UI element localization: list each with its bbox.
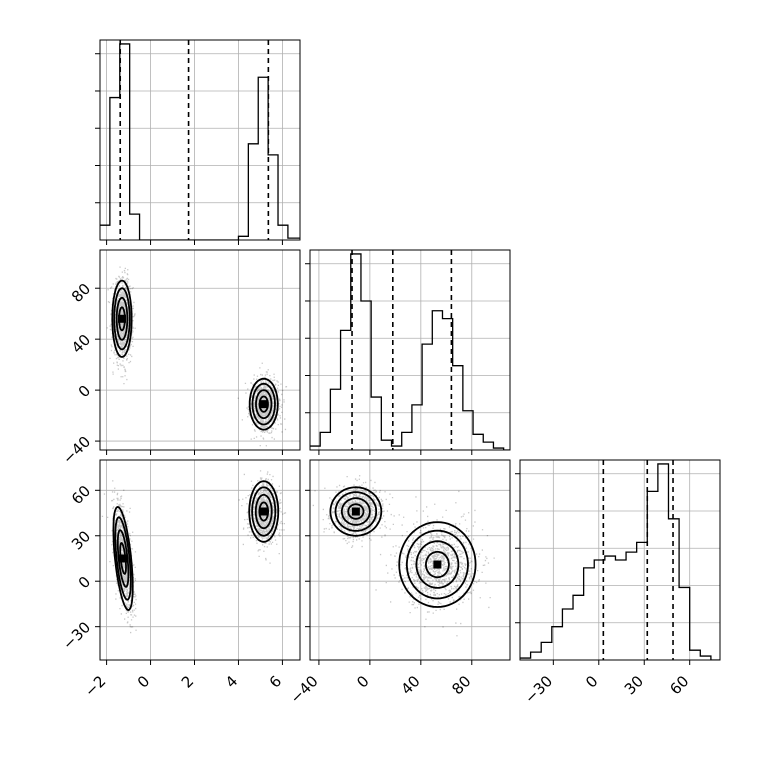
x-tick-label: 0 <box>353 672 372 691</box>
density-peak <box>259 400 268 409</box>
x-tick-label: 80 <box>448 672 474 698</box>
panel-grid <box>100 250 300 450</box>
scatter-panel-0-1 <box>99 249 301 451</box>
contour-1-0 <box>248 377 279 431</box>
panel-content <box>101 470 287 634</box>
panel-content <box>106 266 288 447</box>
density-peak <box>433 560 442 569</box>
contour-1-0 <box>398 521 477 608</box>
panel-grid <box>100 460 300 660</box>
panel-grid <box>310 460 510 660</box>
histogram-frame-1 <box>309 249 511 451</box>
y-tick-label: 40 <box>68 331 94 357</box>
contour-1-0 <box>248 480 280 543</box>
contour-0-2 <box>340 497 371 526</box>
contour-1-1 <box>251 486 277 537</box>
contour-1-2 <box>255 389 273 420</box>
histogram-panel-1 <box>305 249 511 451</box>
contour-0-2 <box>116 529 130 588</box>
contour-1-3 <box>424 550 450 579</box>
y-tick-label: −30 <box>59 618 94 653</box>
histogram-panel-2 <box>515 459 721 661</box>
contour-1-3 <box>258 395 269 413</box>
y-tick-label: 0 <box>75 573 94 592</box>
x-tick-label: 6 <box>266 672 285 691</box>
contour-0-0 <box>112 506 134 611</box>
x-tick-label: 2 <box>178 672 197 691</box>
panel-frame <box>99 459 301 661</box>
x-tick-label: −2 <box>81 672 109 700</box>
histogram-panel-0 <box>95 39 301 241</box>
sample-points <box>101 470 287 634</box>
x-tick-label: 0 <box>582 672 601 691</box>
contour-0-3 <box>119 542 127 575</box>
y-tick-label: 30 <box>68 527 94 553</box>
contour-1-3 <box>258 501 269 522</box>
density-peak <box>259 507 268 516</box>
histogram-grid <box>100 40 300 240</box>
contour-1-2 <box>415 540 460 589</box>
contour-0-1 <box>114 516 132 601</box>
panel-frame <box>309 459 511 661</box>
density-peak <box>351 507 360 516</box>
sample-points <box>106 266 288 447</box>
x-tick-label: 40 <box>397 672 423 698</box>
x-tick-label: −30 <box>521 672 556 707</box>
y-tick-label: 80 <box>68 280 94 306</box>
histogram-grid <box>310 250 510 450</box>
x-tick-label: 30 <box>621 672 647 698</box>
x-tick-label: −40 <box>287 672 322 707</box>
density-peak <box>119 554 128 563</box>
x-tick-label: 60 <box>666 672 692 698</box>
scatter-panel-1-2 <box>309 459 511 661</box>
y-tick-label: 60 <box>68 482 94 508</box>
y-tick-label: 0 <box>75 382 94 401</box>
contour-0-1 <box>334 491 378 532</box>
histogram-frame-0 <box>99 39 301 241</box>
contour-0-0 <box>329 486 383 537</box>
contour-1-1 <box>405 529 469 600</box>
panel-frame <box>99 249 301 451</box>
contour-0-2 <box>115 296 129 341</box>
histogram-frame-2 <box>519 459 721 661</box>
x-tick-label: 4 <box>222 672 241 691</box>
histogram-step-2 <box>520 463 720 660</box>
contour-1-1 <box>251 382 276 426</box>
contour-0-1 <box>113 287 131 351</box>
histogram-step-0 <box>100 43 300 240</box>
y-tick-label: −40 <box>59 433 94 468</box>
contour-1-2 <box>254 493 273 530</box>
histogram-step-1 <box>310 253 510 450</box>
contour-0-0 <box>111 279 133 358</box>
density-peak <box>117 314 126 323</box>
contour-0-3 <box>347 503 365 520</box>
scatter-panel-0-2 <box>99 459 301 661</box>
x-tick-label: 0 <box>134 672 153 691</box>
panel-content <box>312 475 495 637</box>
